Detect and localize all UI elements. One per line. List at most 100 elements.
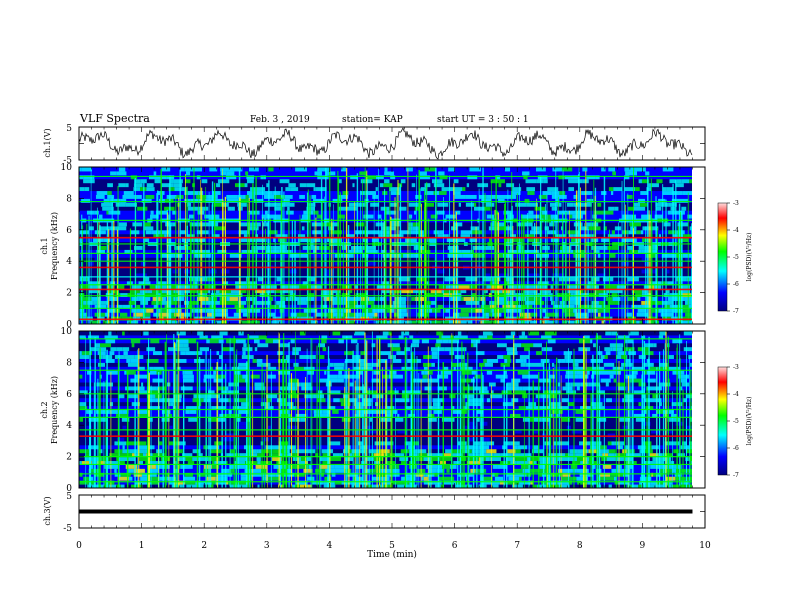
spectrogram-cell (182, 370, 185, 375)
spectrogram-cell (502, 288, 512, 294)
spectrogram-cell (661, 280, 668, 286)
spectrogram-cell (252, 249, 258, 254)
spectrogram-cell (182, 452, 193, 458)
spectrogram-cell (651, 444, 659, 450)
spectrogram-cell (588, 382, 601, 387)
spectrogram-cell (593, 249, 600, 254)
spectrogram-cell (226, 296, 230, 301)
spectrogram-cell (500, 378, 505, 383)
spectrogram-cell (110, 316, 122, 321)
spectrogram-cell (539, 460, 550, 465)
spectrogram-cell (542, 245, 548, 250)
spectrogram-cell (466, 182, 470, 188)
spectrogram-cell (663, 221, 671, 227)
spectrogram-cell (680, 284, 691, 290)
spectrogram-cell (520, 464, 531, 469)
spectrogram-cell (297, 233, 306, 239)
spectrogram-cell (79, 229, 89, 235)
spectrogram-cell (268, 476, 276, 481)
spectrogram-cell (197, 221, 210, 227)
spectrogram-cell (267, 214, 276, 219)
spectrogram-cell (536, 178, 544, 184)
spectrogram-cell (569, 448, 578, 454)
spectrogram-cell (254, 338, 260, 344)
spectrogram-cell (443, 452, 452, 458)
spectrogram-cell (491, 480, 500, 485)
spectrogram-cell (271, 366, 277, 371)
spectrogram-cell (528, 331, 540, 336)
spectrogram-cell (149, 460, 158, 465)
spectrogram-cell (528, 249, 539, 254)
spectrogram-cell (395, 397, 400, 403)
spectrogram-cell (542, 308, 546, 313)
spectrogram-cell (545, 464, 551, 469)
spectrogram-cell (259, 292, 265, 298)
spectrogram-cell (597, 272, 606, 278)
spectrogram-cell (476, 397, 483, 403)
spectrogram-cell (153, 312, 159, 317)
spectrogram-cell (500, 452, 512, 458)
spectrogram-cell (139, 456, 149, 462)
spectrogram-cell (249, 334, 259, 340)
spectrogram-cell (153, 350, 162, 356)
spectrogram-cell (149, 370, 157, 375)
spectrogram-cell (435, 320, 441, 324)
spectrogram-cell (372, 393, 384, 399)
spectrogram-cell (443, 288, 449, 294)
spectrogram-cell (322, 452, 330, 458)
spectrogram-cell (625, 460, 637, 465)
spectrogram-cell (489, 300, 500, 305)
spectrogram-cell (617, 350, 626, 356)
spectrogram-cell (131, 452, 136, 458)
spectrogram-cell (400, 460, 406, 465)
spectrogram-cell (688, 304, 692, 309)
spectrogram-cell (168, 401, 171, 407)
spectrogram-cell (160, 288, 171, 294)
spectrogram-cell (415, 194, 422, 199)
spectrogram-cell (666, 460, 675, 465)
spectrogram-cell (114, 354, 125, 359)
spectrogram-cell (601, 237, 610, 243)
spectrogram-cell (359, 292, 368, 298)
spectrogram-cell (260, 460, 272, 465)
spectrogram-cell (590, 338, 593, 344)
spectrogram-cell (621, 468, 630, 473)
spectrogram-cell (496, 210, 499, 215)
spectrogram-cell (89, 346, 96, 352)
spectrogram-cell (95, 194, 105, 199)
spectrogram-cell (228, 480, 239, 485)
spectrogram-cell (347, 472, 358, 477)
waveform-ch3-ylabel: ch.3(V) (43, 496, 52, 525)
spectrogram-cell (81, 460, 92, 465)
spectrogram-cell (499, 308, 504, 313)
spectrogram-cell (658, 308, 666, 313)
spectrogram-cell (214, 225, 226, 231)
spectrogram-cell (561, 440, 570, 446)
spectrogram-cell (322, 346, 327, 352)
spectrogram-cell (404, 440, 413, 446)
spectrogram-cell (376, 174, 384, 180)
spectrogram-cell (440, 370, 444, 375)
spectrogram-cell (436, 331, 444, 336)
spectrogram-cell (562, 245, 572, 250)
spectrogram-cell (625, 464, 634, 469)
spectrogram-cell (495, 320, 504, 324)
spectrogram-cell (306, 206, 315, 211)
spectrogram-cell (197, 210, 205, 215)
spectrogram-cell (277, 350, 283, 356)
spectrogram-cell (388, 253, 401, 258)
spectrogram-cell (577, 480, 588, 485)
spectrogram-cell (662, 316, 671, 321)
spectrogram-cell (618, 385, 626, 391)
time-tick-label: 9 (640, 541, 646, 551)
spectrogram-cell (223, 413, 231, 418)
spectrogram-cell (655, 202, 665, 207)
spectrogram-cell (458, 253, 463, 258)
spectrogram-cell (662, 452, 673, 458)
spectrogram-cell (320, 304, 328, 309)
spectrogram-cell (683, 346, 696, 352)
spectrogram-cell (530, 456, 540, 462)
time-tick-label: 1 (139, 541, 145, 551)
spectrogram-cell (371, 476, 380, 481)
spectrogram-cell (101, 456, 110, 462)
